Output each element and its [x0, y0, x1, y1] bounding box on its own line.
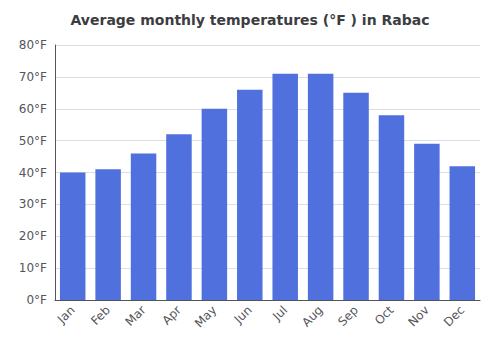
svg-text:Aug: Aug	[299, 303, 325, 329]
svg-text:Oct: Oct	[372, 303, 397, 328]
svg-text:0°F: 0°F	[26, 293, 47, 307]
svg-text:10°F: 10°F	[19, 261, 47, 275]
svg-text:80°F: 80°F	[19, 38, 47, 52]
svg-text:50°F: 50°F	[19, 134, 47, 148]
svg-text:70°F: 70°F	[19, 70, 47, 84]
svg-text:Jul: Jul	[269, 303, 290, 324]
svg-text:Apr: Apr	[159, 303, 184, 328]
svg-text:Dec: Dec	[441, 303, 467, 329]
svg-text:30°F: 30°F	[19, 197, 47, 211]
svg-text:20°F: 20°F	[19, 229, 47, 243]
svg-text:60°F: 60°F	[19, 102, 47, 116]
svg-text:Jun: Jun	[231, 303, 255, 327]
svg-text:Feb: Feb	[88, 303, 113, 328]
svg-text:May: May	[192, 303, 219, 330]
svg-text:40°F: 40°F	[19, 166, 47, 180]
svg-text:Sep: Sep	[335, 303, 361, 329]
svg-text:Average monthly temperatures (: Average monthly temperatures (°F ) in Ra…	[71, 12, 430, 28]
svg-text:Jan: Jan	[54, 303, 78, 327]
svg-text:Mar: Mar	[123, 303, 149, 329]
svg-text:Nov: Nov	[405, 303, 431, 329]
